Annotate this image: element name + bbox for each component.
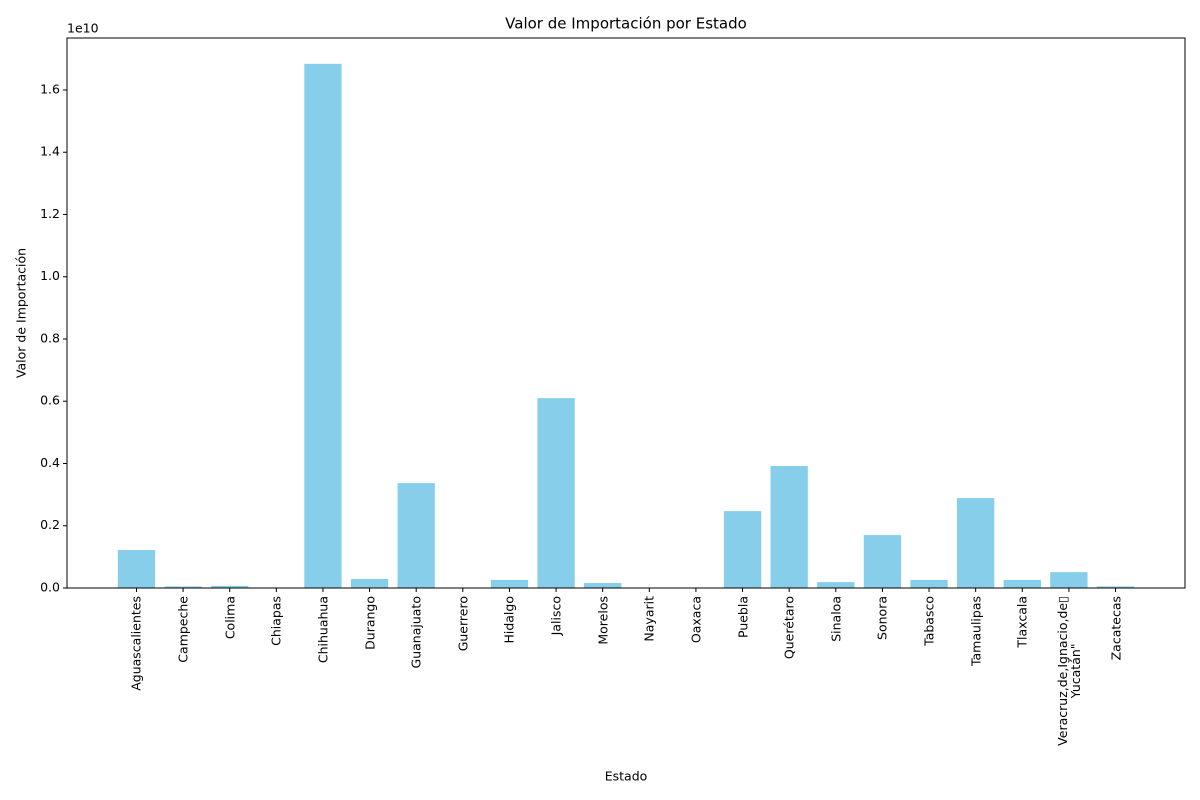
x-axis-label: Estado [605,769,648,784]
bar [817,582,855,588]
plot-frame [66,37,1186,589]
y-tick-label: 0.4 [40,455,60,470]
x-tick-label: Veracruz,de,Ignacio,de▯ Yucatán" [1054,596,1083,746]
bar [863,535,902,588]
x-tick-label: Puebla [735,596,751,638]
x-tick-label: Tabasco [921,596,937,646]
y-axis-label: Valor de Importación [14,248,29,378]
x-tick-label: Chihuahua [315,596,331,664]
x-tick-label: Oaxaca [688,596,704,644]
x-tick-label: Campeche [175,596,191,663]
y-tick-label: 1.6 [40,81,60,96]
x-tick-label: Hidalgo [501,596,517,644]
x-tick-label: Colima [222,596,238,640]
bar [957,498,995,588]
y-tick-label: 1.0 [40,268,60,283]
x-tick-label: Durango [362,596,378,650]
x-tick-label: Guanajuato [408,596,424,669]
x-tick-label: Sonora [874,596,890,640]
y-tick-label: 0.6 [40,393,60,408]
x-tick-label: Zacatecas [1108,596,1124,661]
bar [910,579,948,588]
bar [584,583,622,588]
y-tick-label: 0.8 [40,330,60,345]
bar [537,398,575,588]
bar [770,465,808,588]
x-tick-label: Sinaloa [828,596,844,642]
bar [1096,586,1135,588]
bar [304,63,342,589]
bar [397,483,435,588]
x-tick-label: Nayarit [641,596,657,642]
bar [1050,572,1088,588]
x-tick-label: Morelos [595,596,611,645]
chart-title: Valor de Importación por Estado [505,15,747,33]
x-tick-label: Tlaxcala [1014,596,1030,648]
y-tick-label: 1.4 [40,144,60,159]
bar [1003,579,1041,588]
y-offset-label: 1e10 [67,21,99,36]
bar [350,578,389,588]
bar [164,586,202,588]
x-tick-label: Querétaro [781,596,797,660]
bar [117,550,156,588]
x-tick-label: Tamaulipas [968,596,984,667]
bar [723,511,762,588]
y-tick-label: 0.2 [40,517,60,532]
x-tick-label: Chiapas [268,596,284,646]
bar [490,579,529,588]
bar [211,585,249,588]
y-tick-label: 1.2 [40,206,60,221]
x-tick-label: Jalisco [548,596,564,636]
y-tick-label: 0.0 [40,580,60,595]
x-tick-label: Guerrero [455,596,471,652]
x-tick-label: Aguascalientes [128,596,144,691]
